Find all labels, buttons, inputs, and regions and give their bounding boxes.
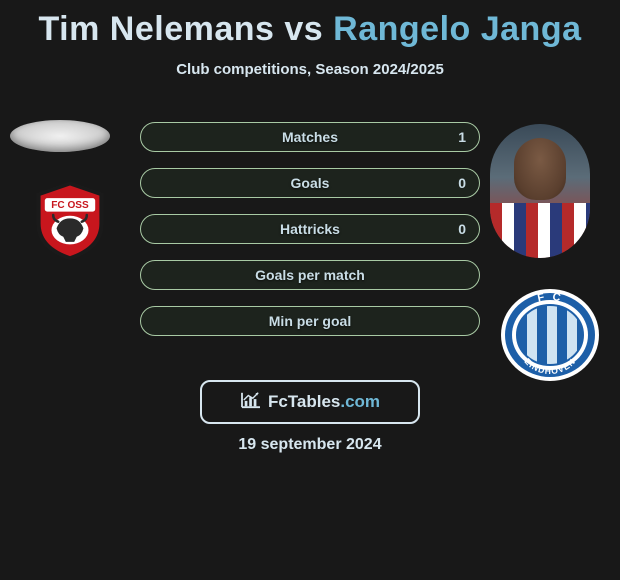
date-text: 19 september 2024 (0, 436, 620, 454)
stat-row-mpg: Min per goal (140, 306, 480, 336)
stat-label: Hattricks (140, 214, 480, 244)
brand-text: FcTables.com (268, 392, 380, 412)
stat-right-value: 0 (458, 214, 466, 244)
svg-text:FC OSS: FC OSS (51, 200, 89, 211)
stat-label: Goals per match (140, 260, 480, 290)
brand-tld: .com (340, 392, 380, 411)
player2-club-badge: F C EINDHOVEN (500, 288, 600, 382)
stat-right-value: 1 (458, 122, 466, 152)
stat-row-matches: Matches 1 (140, 122, 480, 152)
player1-club-badge: FC OSS (28, 178, 112, 262)
player2-avatar (490, 124, 590, 258)
subtitle: Club competitions, Season 2024/2025 (0, 61, 620, 78)
stat-label: Goals (140, 168, 480, 198)
brand-badge: FcTables.com (200, 380, 420, 424)
svg-text:F C: F C (536, 291, 563, 305)
vs-text: vs (284, 10, 323, 48)
brand-name: FcTables (268, 392, 340, 411)
stat-row-goals: Goals 0 (140, 168, 480, 198)
chart-icon (240, 391, 262, 414)
stat-row-gpm: Goals per match (140, 260, 480, 290)
player1-name: Tim Nelemans (39, 10, 275, 48)
stats-container: Matches 1 Goals 0 Hattricks 0 Goals per … (140, 122, 480, 352)
player2-name: Rangelo Janga (333, 10, 581, 48)
stat-label: Matches (140, 122, 480, 152)
stat-row-hattricks: Hattricks 0 (140, 214, 480, 244)
page-title: Tim Nelemans vs Rangelo Janga (0, 0, 620, 49)
stat-right-value: 0 (458, 168, 466, 198)
stat-label: Min per goal (140, 306, 480, 336)
player1-avatar (10, 120, 110, 152)
